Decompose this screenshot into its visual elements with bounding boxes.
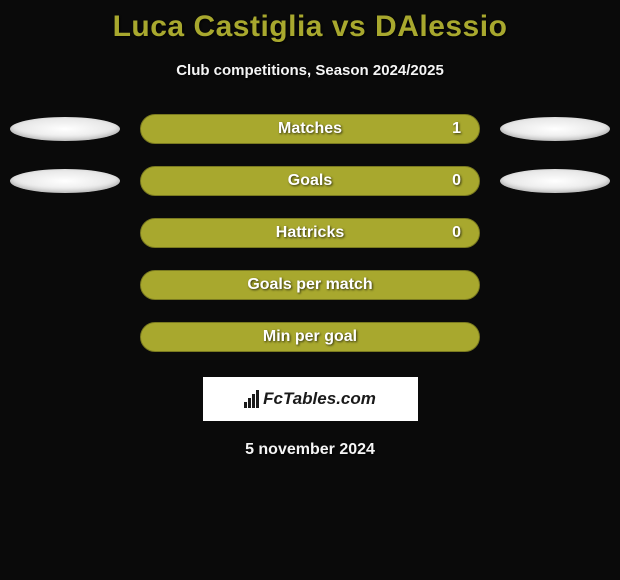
right-ellipse-wrapper	[500, 169, 610, 193]
player-left-marker	[10, 169, 120, 193]
footer-date: 5 november 2024	[0, 441, 620, 459]
stat-bar: Goals 0	[140, 166, 480, 196]
stat-value: 0	[452, 224, 461, 242]
chart-icon	[244, 390, 259, 408]
stat-bar: Hattricks 0	[140, 218, 480, 248]
right-ellipse-wrapper	[500, 117, 610, 141]
stat-label: Goals	[288, 172, 332, 190]
stat-bar: Goals per match	[140, 270, 480, 300]
chart-subtitle: Club competitions, Season 2024/2025	[0, 62, 620, 79]
stat-bar: Matches 1	[140, 114, 480, 144]
player-right-marker	[500, 117, 610, 141]
stat-row: Goals per match	[0, 270, 620, 300]
player-left-marker	[10, 117, 120, 141]
logo-text: FcTables.com	[263, 389, 376, 409]
stat-row: Matches 1	[0, 114, 620, 144]
stat-label: Matches	[278, 120, 342, 138]
stat-rows-container: Matches 1 Goals 0 Hattricks 0 Goals per match M…	[0, 114, 620, 352]
comparison-chart: Luca Castiglia vs DAlessio Club competit…	[0, 0, 620, 469]
left-ellipse-wrapper	[10, 169, 120, 193]
stat-value: 0	[452, 172, 461, 190]
stat-row: Min per goal	[0, 322, 620, 352]
stat-row: Hattricks 0	[0, 218, 620, 248]
left-ellipse-wrapper	[10, 117, 120, 141]
stat-bar: Min per goal	[140, 322, 480, 352]
logo-box: FcTables.com	[203, 377, 418, 421]
stat-row: Goals 0	[0, 166, 620, 196]
stat-label: Hattricks	[276, 224, 344, 242]
chart-title: Luca Castiglia vs DAlessio	[0, 10, 620, 44]
stat-label: Min per goal	[263, 328, 357, 346]
stat-value: 1	[452, 120, 461, 138]
player-right-marker	[500, 169, 610, 193]
stat-label: Goals per match	[247, 276, 372, 294]
